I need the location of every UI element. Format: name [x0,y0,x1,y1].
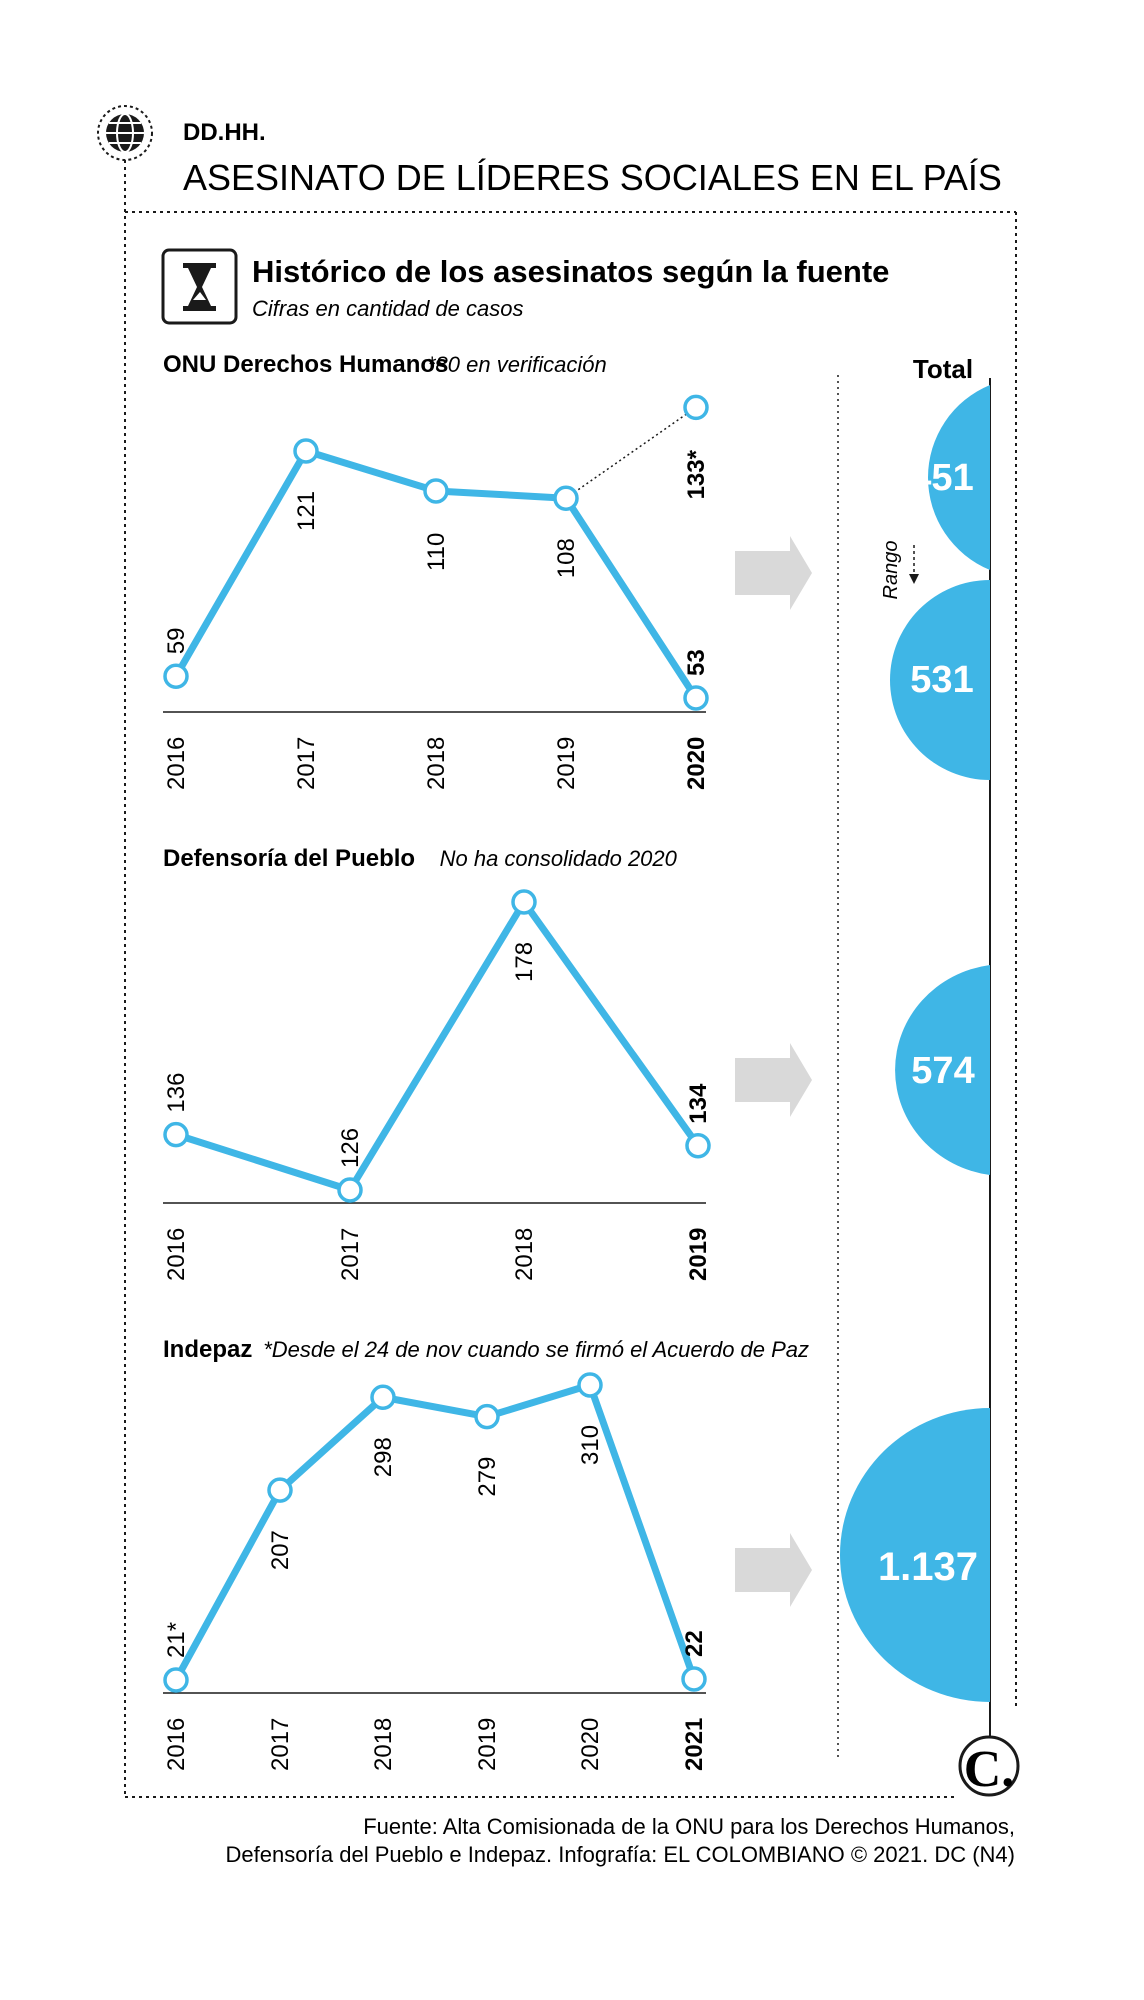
chart-2-data-label: 136 [163,1073,190,1113]
chart-2-tick-label: 2017 [337,1228,364,1281]
chart-3-tick-label: 2020 [577,1718,604,1771]
chart-3-data-label: 310 [577,1425,604,1465]
chart-1-data-label: 108 [553,538,580,578]
chart-3-data-label: 298 [370,1437,397,1477]
chart-1-point [163,663,189,689]
chart-1-tick-label: 2019 [553,737,580,790]
chart-3-tick-label: 2016 [163,1718,190,1771]
chart-1-arrow-icon [735,536,812,610]
total-bubble-onu-low [927,385,990,570]
chart-1-note: *80 en verificación [427,352,607,377]
chart-3-note: *Desde el 24 de nov cuando se firmó el A… [263,1337,809,1362]
chart-3-tick-label: 2021 [681,1718,708,1771]
chart-1-tick-label: 2018 [423,737,450,790]
total-bubble-indepaz [840,1408,990,1702]
chart-3-data-label: 279 [474,1457,501,1497]
chart-group-subtitle: Cifras en cantidad de casos [252,296,524,321]
total-heading: Total [913,354,973,384]
chart-2-point [337,1177,363,1203]
range-label: Rango [880,541,902,600]
chart-2-data-label: 126 [337,1128,364,1168]
el-colombiano-logo-icon: C. [958,1735,1020,1798]
chart-3-point [681,1666,707,1692]
chart-2-point [685,1132,711,1159]
chart-3-series-line [172,1381,698,1684]
chart-3-point [577,1372,603,1398]
chart-1-extra-connector [565,406,697,499]
chart-1-point [293,438,319,464]
chart-3-tick-label: 2018 [370,1718,397,1771]
hourglass-icon [161,248,238,325]
chart-2-note: No ha consolidado 2020 [440,846,678,871]
total-value-indepaz: 1.137 [878,1545,978,1589]
chart-3-point [370,1384,396,1410]
chart-3-point [474,1403,500,1430]
total-bubble-defensoria [895,965,990,1175]
total-value-defensoria: 574 [911,1050,974,1092]
chart-1-data-label: 121 [293,491,320,531]
page-title: ASESINATO DE LÍDERES SOCIALES EN EL PAÍS [183,157,1002,198]
chart-2-tick-label: 2019 [685,1228,712,1281]
total-value-onu-high: 531 [910,659,973,701]
range-indicator: Rango [880,541,919,600]
chart-1-tick-label: 2020 [683,737,710,790]
chart-1-point [683,685,709,711]
chart-1-tick-label: 2017 [293,737,320,790]
footer-source-line-1: Fuente: Alta Comisionada de la ONU para … [363,1814,1015,1839]
chart-group-title: Histórico de los asesinatos según la fue… [252,254,889,289]
logo-mark: C. [964,1741,1015,1798]
chart-3-arrow-icon [735,1533,812,1607]
chart-3-point [163,1667,189,1693]
chart-3-data-label: 21* [163,1622,190,1658]
total-value-onu-low: 451 [910,457,973,499]
chart-2-title: Defensoría del Pueblo [163,845,415,872]
chart-2-tick-label: 2016 [163,1228,190,1281]
chart-3-point [267,1477,293,1503]
chart-2-data-label: 178 [511,942,538,982]
chart-1-point [553,485,579,511]
chart-2-tick-label: 2018 [511,1228,538,1281]
chart-2-arrow-icon [735,1043,812,1117]
chart-3-title: Indepaz [163,1336,252,1363]
footer-source-line-2: Defensoría del Pueblo e Indepaz. Infogra… [226,1842,1015,1867]
total-bubble-onu-high [890,580,990,780]
chart-1-tick-label: 2016 [163,737,190,790]
line-charts: ONU Derechos Humanos*80 en verificación 1… [163,351,812,1771]
chart-2-series-line [172,898,702,1194]
chart-1-data-label: 59 [163,628,190,655]
chart-1-title: ONU Derechos Humanos [163,351,448,378]
chart-3-tick-label: 2019 [474,1718,501,1771]
chart-1-data-label: 110 [423,533,450,571]
chart-3-data-label: 207 [267,1530,294,1570]
chart-2-point [163,1121,189,1148]
chart-1-point [423,478,449,504]
section-label: DD.HH. [183,119,266,146]
globe-icon [97,105,153,161]
chart-1-extra-point [683,394,709,421]
chart-1-data-label: 53 [683,649,710,676]
chart-2-point [511,889,537,915]
chart-1-extra-label: 133* [683,449,710,499]
chart-3-tick-label: 2017 [267,1718,294,1771]
chart-3-data-label: 22 [681,1630,708,1657]
chart-2-data-label: 134 [685,1083,712,1124]
